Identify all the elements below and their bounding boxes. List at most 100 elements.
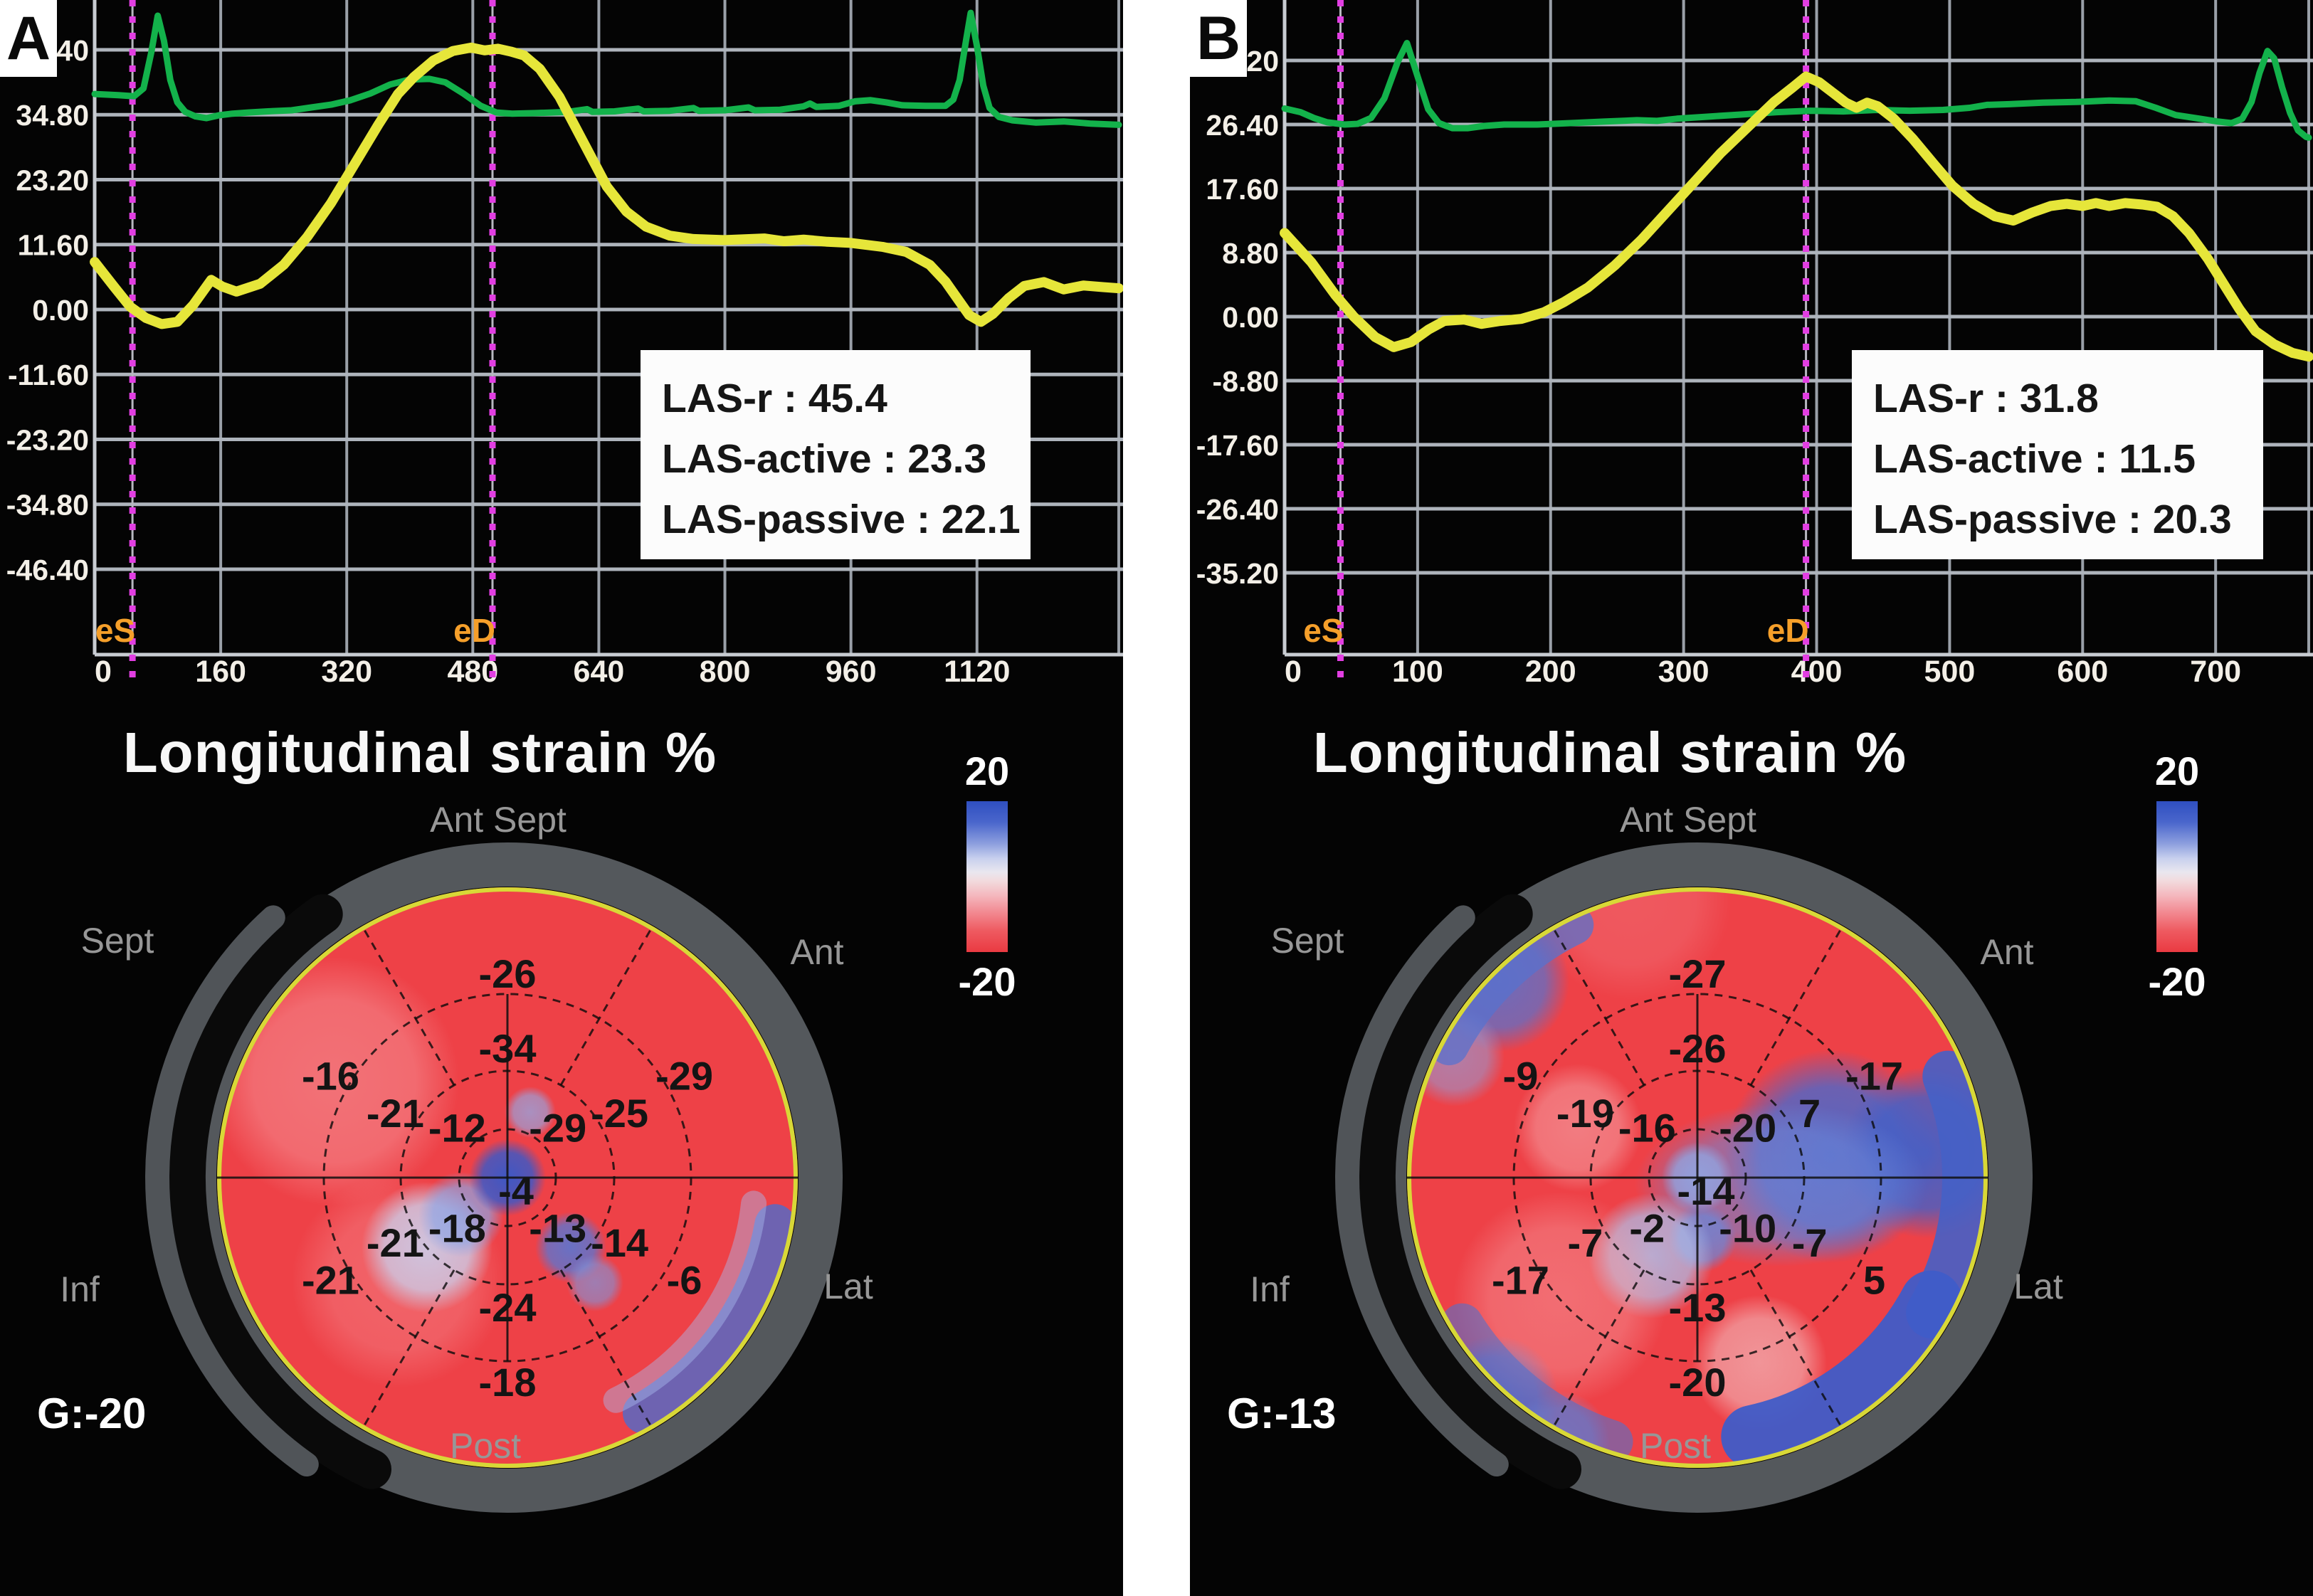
las-active-label: LAS-active: [1873, 436, 2083, 482]
bullseye-segment-value: -9: [1503, 1054, 1539, 1099]
cardiac-phase-marker-label: eD: [1767, 612, 1809, 649]
bullseye-segment-value: -6: [667, 1258, 702, 1303]
rim-color-arc: [1429, 905, 1594, 1066]
las-measurements-box: LAS-r : 31.8 LAS-active : 11.5 LAS-passi…: [1852, 350, 2263, 559]
bullseye-segment-value: -10: [1719, 1206, 1776, 1251]
y-axis-tick-label: 23.20: [16, 164, 89, 196]
las-passive-row: LAS-passive : 20.3: [1873, 490, 2263, 550]
bullseye-segment-value: -7: [1567, 1220, 1603, 1265]
color-blob-layer: [220, 957, 795, 1434]
y-axis-tick-label: -26.40: [1196, 493, 1279, 526]
strain-colorbar: 20 -20: [2124, 746, 2230, 1008]
global-strain-value: G:-20: [37, 1390, 147, 1437]
map-title: Longitudinal strain %: [1312, 721, 1907, 784]
las-active-value: 11.5: [2119, 436, 2196, 482]
strain-curve-chart-b: 35.2026.4017.608.800.00-8.80-17.60-26.40…: [1190, 0, 2313, 687]
bullseye-segment-value: -27: [1669, 951, 1727, 996]
strain-colorbar: 20 -20: [934, 746, 1040, 1008]
segment-boundary-spoke: [362, 1269, 455, 1429]
colorbar-gradient: [2156, 801, 2198, 952]
x-axis-tick-label: 800: [700, 655, 751, 687]
bullseye-segment-value: -12: [428, 1105, 486, 1150]
y-axis-tick-label: 34.80: [16, 99, 89, 132]
bullseye-segment-value: -21: [367, 1220, 424, 1265]
strain-trace: [1280, 71, 2313, 362]
colorbar-min-label: -20: [958, 959, 1016, 1004]
color-blob: [1514, 1064, 1642, 1192]
bullseye-segment-value: -13: [1669, 1285, 1727, 1330]
ring-shadow-arc: [1355, 894, 1581, 1489]
rim-color-arc: [1440, 1303, 1633, 1463]
y-axis-tick-label: -46.40: [6, 554, 89, 586]
y-axis-tick-label: 11.60: [18, 229, 89, 262]
las-r-value: 45.4: [808, 376, 887, 421]
y-axis-tick-label: 26.40: [1206, 109, 1279, 142]
bullseye-segment-value: -17: [1492, 1258, 1549, 1303]
region-label-post: Post: [1639, 1426, 1712, 1466]
cardiac-phase-marker-label: eS: [1303, 612, 1343, 649]
bullseye-segment-value: -26: [479, 951, 537, 996]
bullseye-segment-value: -25: [591, 1091, 648, 1136]
x-axis-tick-label: 0: [95, 655, 112, 687]
cardiac-phase-marker-label: eS: [95, 612, 135, 649]
bullseye-segment-value: -20: [1719, 1105, 1776, 1150]
colorbar-max-label: 20: [964, 749, 1010, 793]
las-separator: :: [905, 497, 942, 542]
las-separator: :: [772, 376, 808, 421]
bullseye-segment-value: -20: [1669, 1360, 1727, 1405]
region-label-sept: Sept: [80, 921, 154, 961]
panel-letter-badge: A: [0, 0, 57, 77]
x-axis-tick-label: 1120: [944, 655, 1010, 687]
las-passive-value: 20.3: [2152, 497, 2232, 542]
panel-letter: A: [6, 4, 51, 73]
colorbar-gradient: [966, 801, 1008, 952]
las-active-row: LAS-active : 23.3: [662, 429, 1031, 490]
ecg-trace: [91, 9, 1122, 128]
bullseye-segment-value: -14: [591, 1220, 648, 1265]
las-passive-label: LAS-passive: [662, 497, 906, 542]
color-blob: [1532, 890, 1731, 1000]
ring-outer-arc: [145, 905, 319, 1476]
region-label-lat: Lat: [2013, 1267, 2063, 1306]
bullseye-segment-value: -24: [479, 1285, 537, 1330]
bullseye-map-b: -27 -17 5 -20 -17 -9 -26 7 -7 -13 -7 -19 -20 -10 -2 -16…: [1335, 842, 2033, 1513]
colorbar-max-label: 20: [2154, 749, 2200, 793]
y-axis-tick-label: -8.80: [1213, 365, 1279, 398]
bullseye-segment-value: -19: [1556, 1091, 1614, 1136]
las-r-row: LAS-r : 31.8: [1873, 369, 2263, 429]
y-axis-tick-label: -11.60: [8, 359, 89, 391]
las-active-label: LAS-active: [662, 436, 872, 482]
x-axis-tick-label: 600: [2057, 655, 2108, 687]
las-passive-value: 22.1: [941, 497, 1021, 542]
region-label-lat: Lat: [823, 1267, 873, 1306]
y-axis-tick-label: -23.20: [6, 423, 89, 456]
y-axis-tick-label: -35.20: [1196, 557, 1279, 590]
rim-color-arc: [603, 1190, 767, 1413]
bullseye-segment-value: -2: [1629, 1206, 1665, 1251]
bullseye-segment-value: -29: [655, 1054, 713, 1099]
x-axis-tick-label: 400: [1791, 655, 1843, 687]
bullseye-segment-value: 7: [1798, 1091, 1821, 1136]
segment-boundary-spoke: [1749, 1269, 1843, 1429]
strain-curve-chart-a: 46.4034.8023.2011.600.00-11.60-23.20-34.…: [0, 0, 1123, 687]
bullseye-segment-value: -18: [479, 1360, 537, 1405]
color-blob: [567, 1254, 623, 1311]
segment-boundary-spoke: [559, 926, 653, 1086]
bullseye-segment-value: -34: [479, 1026, 537, 1071]
panel-a: 46.4034.8023.2011.600.00-11.60-23.20-34.…: [0, 0, 1123, 1596]
bullseye-segment-value: -13: [529, 1206, 586, 1251]
las-passive-label: LAS-passive: [1873, 497, 2117, 542]
las-active-value: 23.3: [907, 436, 987, 482]
las-separator: :: [1983, 376, 2020, 421]
las-r-row: LAS-r : 45.4: [662, 369, 1031, 429]
x-axis-tick-label: 960: [826, 655, 877, 687]
region-label-post: Post: [449, 1426, 522, 1466]
bullseye-segment-value: -16: [302, 1054, 359, 1099]
region-label-ant-sept: Ant Sept: [430, 800, 567, 840]
bullseye-segment-value: -29: [529, 1105, 586, 1150]
panel-letter: B: [1196, 4, 1241, 73]
x-axis-tick-label: 160: [195, 655, 246, 687]
las-separator: :: [2082, 436, 2119, 482]
bullseye-segment-value: -7: [1792, 1220, 1828, 1265]
segment-boundary-spoke: [1551, 926, 1645, 1086]
